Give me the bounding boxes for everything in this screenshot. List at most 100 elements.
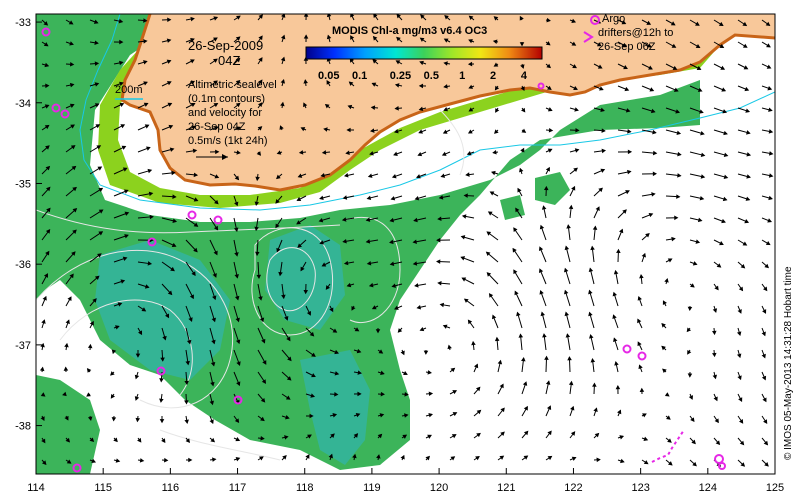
lon-tick-label: 125 [766, 482, 784, 494]
velocity-arrow-head [334, 371, 340, 376]
velocity-arrow-head [172, 194, 177, 199]
velocity-arrow-head [72, 208, 78, 213]
velocity-arrow-head [94, 82, 100, 87]
velocity-arrow-head [439, 302, 445, 308]
lat-tick-label: -34 [15, 98, 31, 110]
velocity-arrow-head [165, 313, 170, 319]
velocity-arrow-head [214, 199, 219, 205]
velocity-arrow-head [739, 440, 745, 446]
velocity-arrow-head [328, 453, 333, 459]
velocity-arrow-head [343, 260, 349, 266]
velocity-arrow-head [235, 36, 241, 41]
velocity-arrow-head [211, 317, 216, 323]
velocity-arrow-head [565, 333, 571, 338]
velocity-arrow-head [260, 397, 266, 403]
velocity-arrow-head [276, 150, 282, 155]
velocity-arrow-head [687, 349, 692, 355]
velocity-arrow-head [184, 419, 189, 425]
velocity-arrow-head [166, 38, 172, 43]
argo-marker [60, 109, 70, 119]
velocity-arrow-head [515, 207, 520, 213]
velocity-arrow-head [171, 170, 176, 176]
velocity-arrow-head [600, 107, 605, 113]
velocity-arrow-head [366, 195, 372, 201]
velocity-arrow-head [542, 333, 547, 338]
velocity-arrow-head [595, 206, 600, 211]
velocity-arrow-head [613, 269, 619, 275]
velocity-arrow-head [171, 242, 177, 247]
velocity-arrow-head [115, 458, 121, 463]
velocity-arrow-head [596, 457, 601, 463]
velocity-arrow-head [371, 82, 377, 87]
velocity-arrow-head [122, 256, 128, 261]
velocity-arrow-head [212, 295, 217, 301]
velocity-arrow-head [674, 215, 679, 221]
velocity-arrow-head [768, 129, 774, 134]
velocity-arrow-head [296, 196, 302, 201]
velocity-arrow-head [373, 14, 378, 18]
velocity-arrow-head [765, 21, 771, 26]
velocity-arrow-head [303, 102, 308, 108]
velocity-arrow-head [436, 259, 441, 264]
velocity-arrow-head [276, 174, 281, 180]
velocity-arrow-head [667, 258, 673, 263]
lat-tick-label: -37 [15, 340, 31, 352]
velocity-arrow-head [168, 124, 174, 130]
velocity-arrow-head [235, 339, 241, 345]
velocity-arrow-head [66, 459, 72, 464]
velocity-arrow-head [303, 14, 309, 17]
velocity-arrow-head [623, 65, 628, 70]
colorbar-tick-label: 0.05 [318, 70, 339, 82]
velocity-arrow-head [465, 172, 470, 177]
velocity-arrow-head [280, 79, 286, 84]
velocity-arrow-head [94, 61, 100, 66]
velocity-arrow-head [419, 37, 425, 42]
velocity-arrow-head [476, 409, 482, 415]
velocity-arrow-head [214, 126, 219, 131]
velocity-arrow-head [518, 333, 524, 338]
velocity-arrow-head [260, 416, 265, 422]
velocity-arrow-head [45, 83, 50, 89]
velocity-arrow-head [389, 239, 394, 245]
chl-swath-lowchl [95, 225, 370, 465]
altimetry-note-line: 26-Sep 04Z [188, 121, 246, 133]
velocity-arrow-head [286, 376, 292, 381]
velocity-arrow-head [303, 289, 309, 295]
argo-marker [537, 82, 545, 90]
velocity-arrow-head [443, 61, 448, 66]
velocity-arrow-head [437, 280, 442, 286]
velocity-arrow-head [261, 379, 267, 384]
velocity-arrow-head [298, 150, 304, 155]
velocity-arrow-head [170, 266, 175, 272]
velocity-arrow-head [571, 456, 577, 461]
velocity-arrow-head [488, 293, 494, 298]
velocity-arrow-head [210, 381, 215, 387]
velocity-arrow-head [539, 289, 544, 295]
velocity-arrow-head [687, 373, 693, 378]
velocity-arrow-head [643, 460, 649, 465]
velocity-arrow-head [436, 237, 441, 243]
velocity-arrow-head [119, 81, 124, 87]
velocity-arrow-head [416, 305, 422, 310]
velocity-arrow-head [520, 64, 525, 69]
velocity-arrow-head [691, 439, 696, 445]
velocity-arrow-head [768, 107, 773, 112]
altimetry-note-line: 0.5m/s (1kt 24h) [188, 135, 267, 147]
velocity-arrow-head [64, 342, 69, 348]
velocity-arrow-head [695, 239, 701, 244]
colorbar-ticks: 0.05 0.1 0.25 0.5 1 2 4 [318, 70, 528, 82]
velocity-arrow-head [39, 366, 45, 372]
velocity-arrow-head [746, 130, 751, 135]
velocity-arrow-head [491, 170, 496, 176]
velocity-arrow-head [547, 107, 553, 112]
velocity-arrow-head [144, 124, 150, 129]
velocity-arrow-head [614, 361, 619, 366]
velocity-arrow-head [64, 415, 69, 421]
velocity-arrow-head [97, 253, 102, 258]
velocity-arrow-head [190, 37, 195, 43]
velocity-arrow-head [167, 17, 172, 23]
colorbar-tick-label: 1 [459, 70, 465, 82]
velocity-arrow-head [461, 214, 467, 219]
velocity-arrow-head [494, 336, 500, 342]
velocity-arrow-head [493, 16, 499, 21]
